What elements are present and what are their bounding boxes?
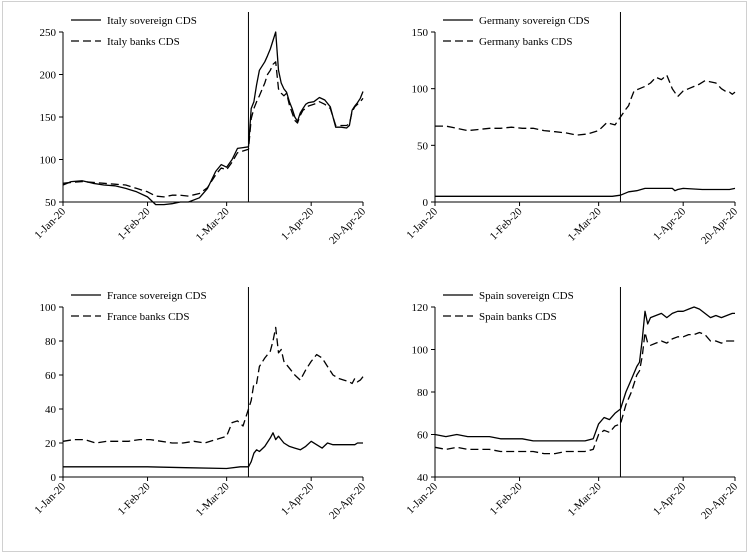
germany-x-tick-label: 1-Feb-20 <box>488 205 525 242</box>
chart-germany-svg: 0 50 100 150 1-Jan-20 1-Feb-20 1-Mar-20 1-Apr-2… <box>404 12 741 247</box>
germany-y-tick-label: 100 <box>412 84 429 96</box>
italy-legend-label: Italy banks CDS <box>107 36 180 48</box>
chart-italy-svg: 50 100 150 200 250 1-Jan-20 1-Feb-20 1-Mar-20 1-… <box>32 12 369 247</box>
italy-x-tick-label: 1-Mar-20 <box>194 205 232 243</box>
france-x-tick-label: 1-Feb-20 <box>116 480 153 517</box>
italy-x-tick-label: 1-Feb-20 <box>116 205 153 242</box>
spain-series-banks-line <box>434 331 735 455</box>
spain-x-tick-label: 1-Apr-20 <box>651 480 689 518</box>
italy-y-tick-label: 250 <box>40 27 57 39</box>
chart-france-svg: 0 20 40 60 80 100 1-Jan-20 1-Feb-20 1-Mar-20 1-Ap… <box>32 287 369 522</box>
italy-x-tick-label: 1-Apr-20 <box>279 205 317 243</box>
spain-x-tick-label: 20-Apr-20 <box>699 480 741 522</box>
italy-series-banks-line <box>62 61 364 198</box>
spain-y-tick-label: 60 <box>417 430 429 442</box>
germany-x-tick-label: 20-Apr-20 <box>699 205 741 247</box>
italy-series-sovereign-line <box>62 31 364 206</box>
chart-panel-france: 0 20 40 60 80 100 1-Jan-20 1-Feb-20 1-Mar-20 1-Ap… <box>3 277 375 552</box>
germany-legend-label: Germany sovereign CDS <box>479 15 590 27</box>
spain-y-tick-label: 80 <box>417 387 429 399</box>
france-series-sovereign-line <box>63 432 363 470</box>
germany-series-banks-line <box>435 74 736 136</box>
france-y-tick-label: 0 <box>51 472 57 484</box>
chart-spain-svg: 40 60 80 100 120 1-Jan-20 1-Feb-20 1-Mar-20 1-Ap… <box>404 287 741 522</box>
spain-legend-label: Spain banks CDS <box>479 311 557 323</box>
france-legend-label: France sovereign CDS <box>107 290 207 302</box>
chart-panel-italy: 50 100 150 200 250 1-Jan-20 1-Feb-20 1-Mar-20 1-… <box>3 2 375 277</box>
italy-y-tick-label: 50 <box>45 197 57 209</box>
spain-x-tick-label: 1-Jan-20 <box>404 480 440 516</box>
france-x-tick-label: 1-Jan-20 <box>32 480 68 516</box>
chart-panel-germany: 0 50 100 150 1-Jan-20 1-Feb-20 1-Mar-20 1-Apr-2… <box>375 2 747 277</box>
spain-y-tick-label: 120 <box>412 302 429 314</box>
france-y-tick-label: 40 <box>45 404 57 416</box>
france-x-tick-label: 1-Apr-20 <box>279 480 317 518</box>
italy-x-tick-label: 1-Jan-20 <box>32 205 68 241</box>
spain-x-tick-label: 1-Feb-20 <box>488 480 525 517</box>
chart-panel-spain: 40 60 80 100 120 1-Jan-20 1-Feb-20 1-Mar-20 1-Ap… <box>375 277 747 552</box>
germany-series-sovereign-line <box>435 187 736 197</box>
italy-y-tick-label: 150 <box>40 112 57 124</box>
france-y-tick-label: 20 <box>45 438 57 450</box>
germany-legend-label: Germany banks CDS <box>479 36 573 48</box>
spain-legend-label: Spain sovereign CDS <box>479 290 574 302</box>
italy-y-tick-label: 100 <box>40 155 57 167</box>
france-x-tick-label: 1-Mar-20 <box>194 480 232 518</box>
germany-x-tick-label: 1-Mar-20 <box>566 205 604 243</box>
italy-x-tick-label: 20-Apr-20 <box>327 205 369 247</box>
france-legend-label: France banks CDS <box>107 311 190 323</box>
france-y-tick-label: 100 <box>40 302 57 314</box>
france-y-tick-label: 60 <box>45 370 57 382</box>
france-y-tick-label: 80 <box>45 336 57 348</box>
italy-y-tick-label: 200 <box>40 70 57 82</box>
france-x-tick-label: 20-Apr-20 <box>327 480 369 522</box>
france-series-banks-line <box>62 326 364 444</box>
germany-y-tick-label: 150 <box>412 27 429 39</box>
spain-series-sovereign-line <box>434 306 735 442</box>
germany-y-tick-label: 0 <box>423 197 429 209</box>
spain-x-tick-label: 1-Mar-20 <box>566 480 604 518</box>
spain-y-tick-label: 100 <box>412 345 429 357</box>
germany-x-tick-label: 1-Jan-20 <box>404 205 440 241</box>
germany-x-tick-label: 1-Apr-20 <box>651 205 689 243</box>
italy-legend-label: Italy sovereign CDS <box>107 15 197 27</box>
germany-y-tick-label: 50 <box>417 140 429 152</box>
spain-y-tick-label: 40 <box>417 472 429 484</box>
